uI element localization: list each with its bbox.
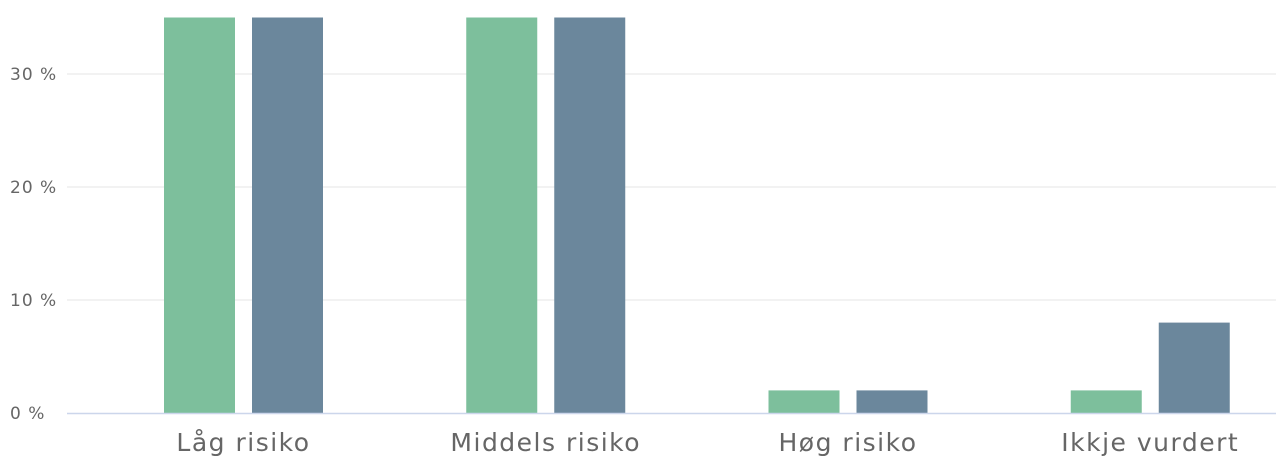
y-tick-label: 30 % <box>10 65 57 85</box>
x-axis-labels: Låg risiko Middels risiko Høg risiko Ikkje … <box>176 428 1239 457</box>
y-tick-label: 20 % <box>10 178 57 198</box>
x-category-label: Middels risiko <box>450 428 641 457</box>
bar-2-series-1 <box>856 390 928 413</box>
y-axis-ticks: 0 % 10 % 20 % 30 % <box>10 65 57 424</box>
bar-1-series-0 <box>466 17 538 413</box>
bars <box>164 17 1230 413</box>
bar-0-series-0 <box>164 17 235 413</box>
bar-3-series-1 <box>1158 322 1230 413</box>
bar-2-series-0 <box>768 390 840 413</box>
gridlines <box>67 73 1276 301</box>
y-tick-label: 0 % <box>10 404 45 424</box>
x-category-label: Høg risiko <box>779 428 918 457</box>
y-tick-label: 10 % <box>10 291 57 311</box>
bar-1-series-1 <box>554 17 626 413</box>
x-category-label: Ikkje vurdert <box>1061 428 1239 457</box>
x-category-label: Låg risiko <box>176 428 310 457</box>
bar-0-series-1 <box>252 17 323 413</box>
bar-3-series-0 <box>1070 390 1142 413</box>
